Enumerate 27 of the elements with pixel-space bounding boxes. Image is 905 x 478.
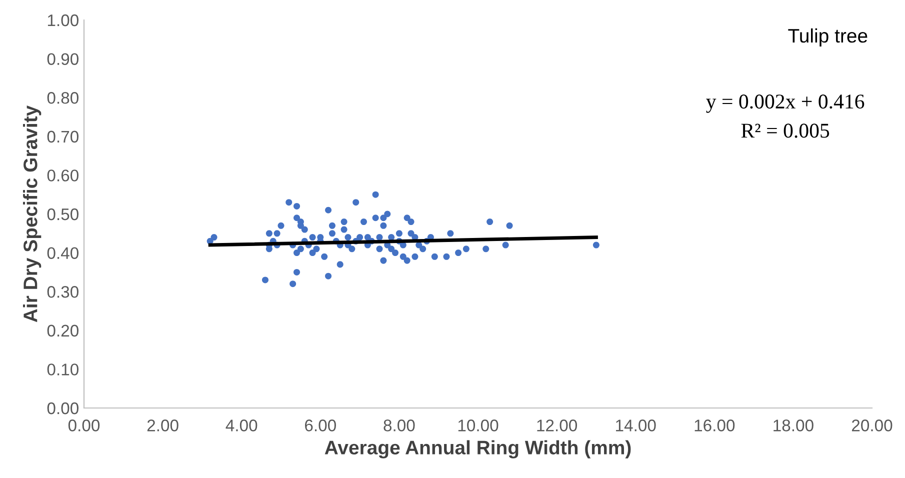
y-tick-label: 0.70 xyxy=(47,130,78,143)
y-tick-label: 0.00 xyxy=(47,402,78,414)
x-tick-label: 2.00 xyxy=(147,420,178,432)
y-tick-label: 0.60 xyxy=(47,170,78,182)
x-tick-label: 12.00 xyxy=(537,420,578,432)
y-axis-title: Air Dry Specific Gravity xyxy=(23,105,42,322)
y-tick-label: 0.80 xyxy=(47,92,78,104)
y-tick-label: 0.30 xyxy=(47,286,78,298)
annotation: Tulip tree xyxy=(788,28,868,47)
y-tick-label: 0.40 xyxy=(47,247,78,260)
x-tick-label: 4.00 xyxy=(226,420,258,432)
x-tick-label: 0.00 xyxy=(68,420,100,432)
annotation: y = 0.002x + 0.416 xyxy=(706,94,864,113)
annotation: R² = 0.005 xyxy=(741,124,830,138)
x-axis-title: Average Annual Ring Width (mm) xyxy=(324,440,631,458)
x-tick-label: 6.00 xyxy=(305,420,336,432)
x-tick-label: 20.00 xyxy=(852,420,892,432)
x-tick-label: 8.00 xyxy=(384,420,415,432)
y-tick-label: 0.90 xyxy=(47,53,78,66)
y-tick-label: 1.00 xyxy=(48,14,78,26)
y-tick-label: 0.50 xyxy=(47,208,78,220)
x-tick-label: 14.00 xyxy=(616,420,656,432)
y-tick-label: 0.20 xyxy=(47,324,78,337)
x-tick-label: 16.00 xyxy=(694,420,735,432)
x-tick-label: 18.00 xyxy=(774,420,814,432)
x-tick-label: 10.00 xyxy=(458,420,498,432)
y-tick-label: 0.10 xyxy=(47,364,78,376)
